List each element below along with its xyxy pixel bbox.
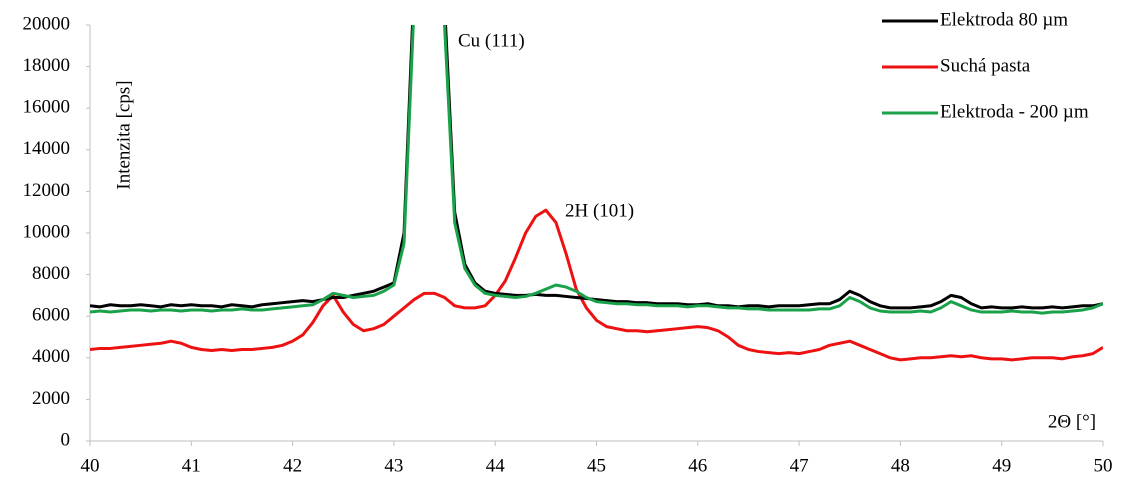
y-tick-label: 0	[61, 429, 71, 450]
y-tick-label: 10000	[23, 221, 71, 242]
x-tick-label: 48	[891, 455, 910, 476]
x-tick-label: 46	[688, 455, 707, 476]
y-tick-label: 20000	[23, 13, 71, 34]
y-tick-label: 6000	[32, 305, 70, 326]
x-tick-label: 40	[81, 455, 100, 476]
y-tick-label: 16000	[23, 97, 71, 118]
legend-label: Elektroda 80 µm	[940, 9, 1068, 30]
y-tick-label: 14000	[23, 138, 71, 159]
x-tick-label: 44	[486, 455, 506, 476]
legend-label: Suchá pasta	[940, 55, 1031, 76]
x-tick-label: 49	[992, 455, 1011, 476]
series-line	[90, 25, 1103, 315]
y-tick-label: 18000	[23, 55, 71, 76]
plot-area	[90, 25, 1103, 362]
x-tick-label: 42	[283, 455, 302, 476]
series-line	[90, 208, 1103, 362]
x-tick-label: 50	[1094, 455, 1113, 476]
x-tick-label: 45	[587, 455, 606, 476]
annotation: 2H (101)	[565, 200, 634, 221]
legend-box	[930, 0, 1128, 110]
y-tick-label: 12000	[23, 180, 71, 201]
legend-label: Elektroda - 200 µm	[940, 101, 1089, 122]
x-axis-label: 2Θ [°]	[1048, 411, 1096, 432]
y-tick-label: 8000	[32, 263, 70, 284]
y-axis-label: Intenzita [cps]	[113, 80, 134, 189]
x-tick-label: 41	[182, 455, 201, 476]
y-tick-label: 2000	[32, 388, 70, 409]
annotation: Cu (111)	[458, 30, 525, 51]
x-tick-label: 47	[790, 455, 809, 476]
y-tick-label: 4000	[32, 346, 70, 367]
x-tick-label: 43	[384, 455, 403, 476]
series-line	[90, 25, 1103, 310]
